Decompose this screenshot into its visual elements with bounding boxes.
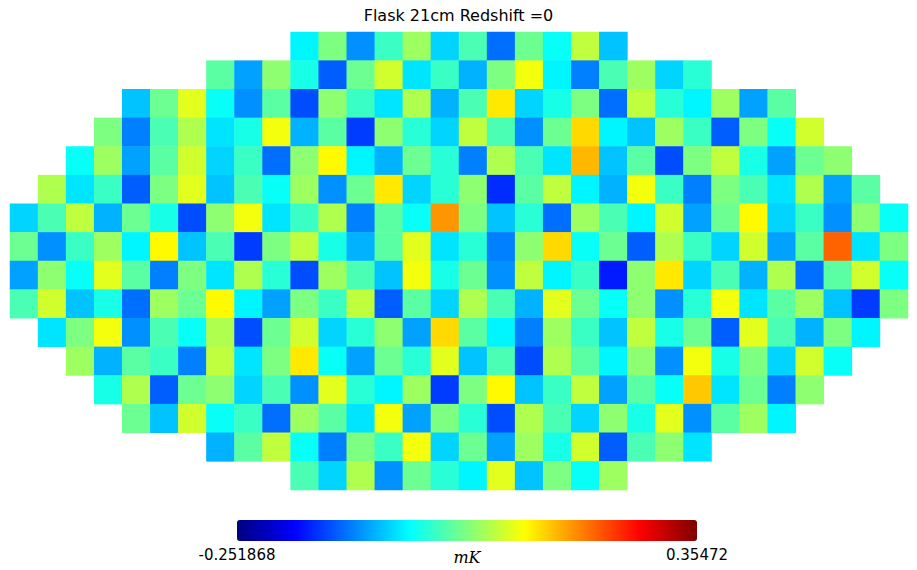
svg-text:Flask 21cm Redshift =0: Flask 21cm Redshift =0 (364, 6, 554, 25)
svg-text:mK: mK (453, 548, 481, 567)
svg-text:0.35472: 0.35472 (666, 546, 728, 564)
svg-text:-0.251868: -0.251868 (199, 546, 276, 564)
